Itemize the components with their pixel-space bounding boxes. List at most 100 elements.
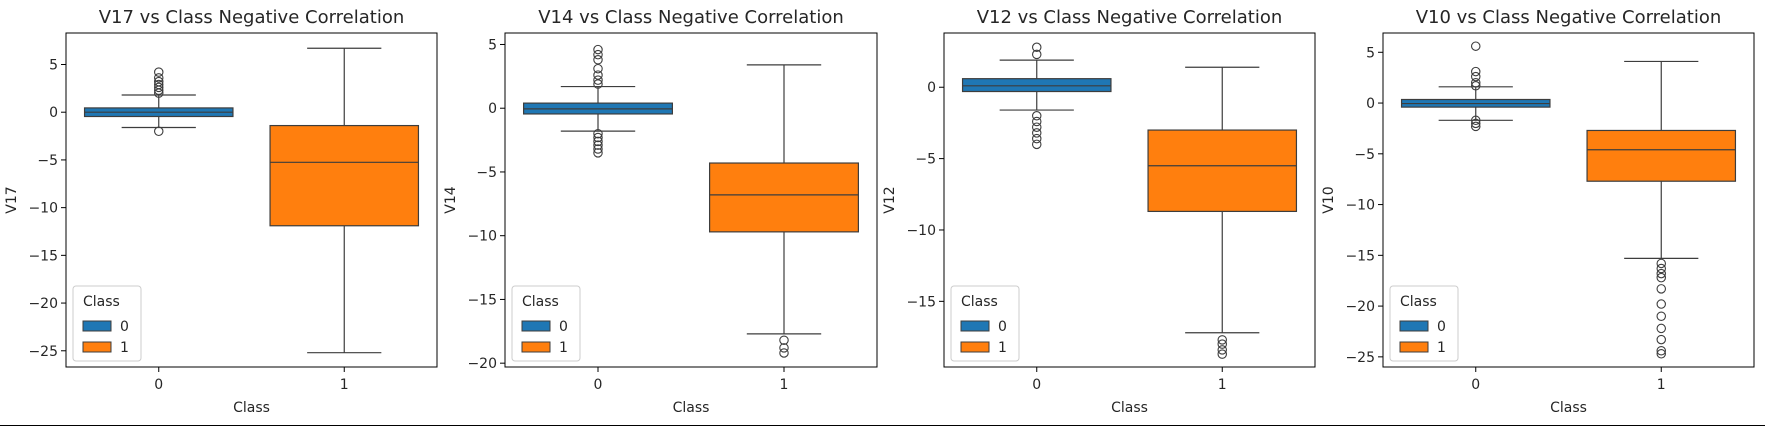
outlier-point <box>1471 77 1481 88</box>
box-class-1 <box>269 124 420 227</box>
x-tick-label: 0 <box>154 377 163 393</box>
chart-panel-3: 5 0 −5 −10 −15 −20 −25 0 1 V10 vs Class Negative … <box>1321 7 1755 416</box>
y-tick-label: −20 <box>28 296 58 312</box>
outlier-point <box>1471 71 1481 82</box>
chart-title: V12 vs Class Negative Correlation <box>977 7 1283 28</box>
plot-frame <box>1382 32 1755 368</box>
outlier-point <box>1656 323 1667 334</box>
outlier-point <box>154 79 164 90</box>
y-tick-label: −15 <box>1345 248 1375 264</box>
y-tick-label: −15 <box>906 294 936 310</box>
y-tick-label: −10 <box>1345 198 1375 214</box>
outlier-point <box>593 70 603 80</box>
x-tick-label: 1 <box>1657 377 1666 393</box>
box-class-1 <box>708 162 859 233</box>
legend-label: 1 <box>559 340 568 356</box>
y-tick-label: −10 <box>28 201 58 217</box>
x-tick-label: 1 <box>340 377 349 393</box>
outlier-point <box>779 335 789 345</box>
legend-label: 1 <box>120 340 129 356</box>
y-tick-label: −10 <box>467 229 497 245</box>
legend-swatch-1 <box>82 341 112 353</box>
outlier-point <box>1471 41 1481 51</box>
y-axis-label: V12 <box>882 186 898 213</box>
outlier-point <box>593 63 603 74</box>
outlier-point <box>593 136 603 147</box>
y-tick-label: −20 <box>467 356 497 372</box>
y-axis-label: V17 <box>4 186 20 213</box>
outlier-point <box>1032 139 1042 150</box>
legend-label: 0 <box>120 319 129 335</box>
outlier-point <box>1656 258 1667 269</box>
legend-swatch-0 <box>960 320 990 332</box>
y-tick-label: 0 <box>488 101 497 117</box>
y-axis-label: V14 <box>443 186 459 213</box>
outlier-point <box>1471 81 1481 91</box>
outlier-point <box>154 67 164 77</box>
outlier-point <box>1471 118 1481 129</box>
y-tick-label: −25 <box>28 344 58 360</box>
outlier-point <box>154 73 164 83</box>
outlier-point <box>1656 299 1667 309</box>
outlier-point <box>1471 121 1481 132</box>
y-tick-label: −5 <box>476 165 497 181</box>
x-tick-label: 1 <box>1218 377 1227 393</box>
outlier-point <box>593 140 603 150</box>
outlier-point <box>1656 311 1667 321</box>
outlier-point <box>1032 133 1042 144</box>
legend-label: 0 <box>559 319 568 335</box>
outlier-point <box>1032 49 1042 60</box>
outlier-point <box>1217 349 1228 359</box>
outlier-point <box>1032 128 1042 138</box>
legend-title: Class <box>1400 294 1437 310</box>
x-axis-label: Class <box>1550 400 1587 416</box>
outlier-point <box>1656 268 1667 279</box>
outlier-point <box>1656 263 1667 274</box>
x-tick-label: 0 <box>1032 377 1041 393</box>
chart-title: V14 vs Class Negative Correlation <box>538 7 844 28</box>
legend-label: 0 <box>1437 319 1446 335</box>
outlier-point <box>1032 111 1042 121</box>
legend-label: 1 <box>998 340 1007 356</box>
y-tick-label: −25 <box>1345 350 1375 366</box>
outlier-point <box>593 144 603 154</box>
y-tick-label: −15 <box>28 248 58 264</box>
chart-title: V17 vs Class Negative Correlation <box>99 7 405 28</box>
y-tick-label: 0 <box>49 105 58 121</box>
outlier-point <box>593 148 603 158</box>
outlier-point <box>154 126 164 137</box>
legend-label: 1 <box>1437 340 1446 356</box>
legend-swatch-0 <box>82 320 112 332</box>
box-class-1 <box>1586 129 1737 182</box>
outlier-point <box>593 55 603 65</box>
outlier-point <box>1656 346 1667 356</box>
y-tick-label: 5 <box>1366 45 1375 61</box>
plot-frame <box>504 32 878 368</box>
legend-label: 0 <box>998 319 1007 335</box>
x-axis-label: Class <box>233 400 270 416</box>
outlier-point <box>1217 339 1228 349</box>
outlier-point <box>154 76 164 87</box>
outlier-point <box>1656 334 1667 345</box>
outlier-point <box>593 49 603 60</box>
outlier-point <box>1656 349 1667 359</box>
outlier-point <box>1656 272 1667 283</box>
outlier-point <box>1471 66 1481 77</box>
legend-swatch-0 <box>521 320 551 332</box>
box-class-0 <box>961 78 1112 93</box>
plot-frame <box>65 32 438 368</box>
y-tick-label: 0 <box>927 80 936 96</box>
outlier-point <box>1471 115 1481 126</box>
y-axis-label: V10 <box>1321 186 1337 213</box>
legend-swatch-0 <box>1399 320 1429 332</box>
x-tick-label: 1 <box>780 377 789 393</box>
outlier-point <box>779 343 789 353</box>
outlier-point <box>1032 116 1042 127</box>
outlier-point <box>779 348 789 358</box>
plot-frame <box>943 32 1316 368</box>
outlier-point <box>593 44 603 55</box>
chart-panel-0: 5 0 −5 −10 −15 −20 −25 0 1 V17 vs Class Negative … <box>4 7 438 416</box>
y-tick-label: −15 <box>467 292 497 308</box>
